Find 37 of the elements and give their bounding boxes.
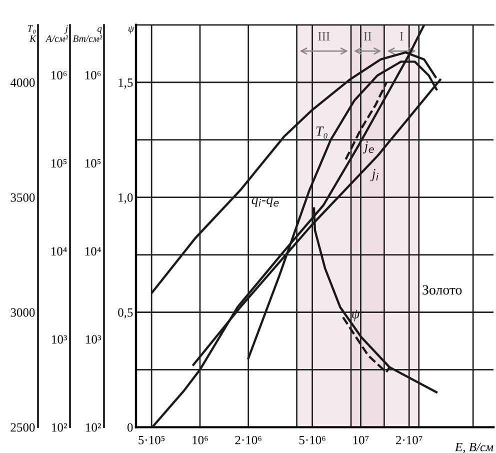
x-tick-label: 2·10⁶ [235, 436, 262, 444]
band-label: III [318, 32, 330, 40]
y2-axis-title: ψ [128, 26, 134, 34]
x-tick-label: 10⁶ [192, 436, 208, 444]
band-label: II [364, 32, 372, 40]
y2-tick-label: 0,5 [118, 308, 133, 319]
series-label: T₀ [316, 126, 328, 139]
y3-tick-label: 2500 [10, 423, 35, 432]
band-label: I [400, 32, 404, 40]
text: 10⁴ [51, 247, 67, 256]
y3-axis-title: T₀ К [28, 25, 36, 42]
y3-tick-label: 3000 [10, 308, 35, 317]
y-tick-label: 10² [86, 423, 101, 432]
x-tick-label: 5·10⁶ [299, 436, 326, 444]
y-tick-label: 10⁴ [85, 247, 101, 256]
x-axis-title: E, В/см [454, 442, 494, 453]
x-tick-label: 5·10⁵ [138, 436, 165, 444]
series-label: j$_{i}$ [370, 168, 378, 182]
text: 10⁵ [51, 159, 67, 168]
x-tick-label: 10⁷ [353, 436, 369, 444]
y2-tick-label: 1,5 [118, 78, 133, 89]
y3-tick-label: 3500 [10, 193, 35, 202]
y-tick-label: 10³ [86, 335, 101, 344]
y3-tick-label: 4000 [10, 78, 35, 87]
y2-tick-label: 0 [127, 423, 133, 432]
y2-tick-label: 1,0 [118, 193, 133, 204]
text: q Вт/см² [72, 27, 102, 42]
series-label: ψ [352, 310, 360, 322]
text: 10³ [52, 335, 67, 344]
text: 10² [52, 423, 67, 432]
text: 10⁶ [51, 70, 67, 80]
annotation: Золото [422, 285, 462, 295]
y-tick-label: 10⁶ [85, 70, 101, 80]
x-tick-label: 2·10⁷ [396, 436, 422, 444]
y-axis-title: j А/см² [45, 25, 68, 42]
y-tick-label: 10⁵ [85, 159, 101, 168]
series-label: j$_{e}$ [362, 141, 374, 154]
